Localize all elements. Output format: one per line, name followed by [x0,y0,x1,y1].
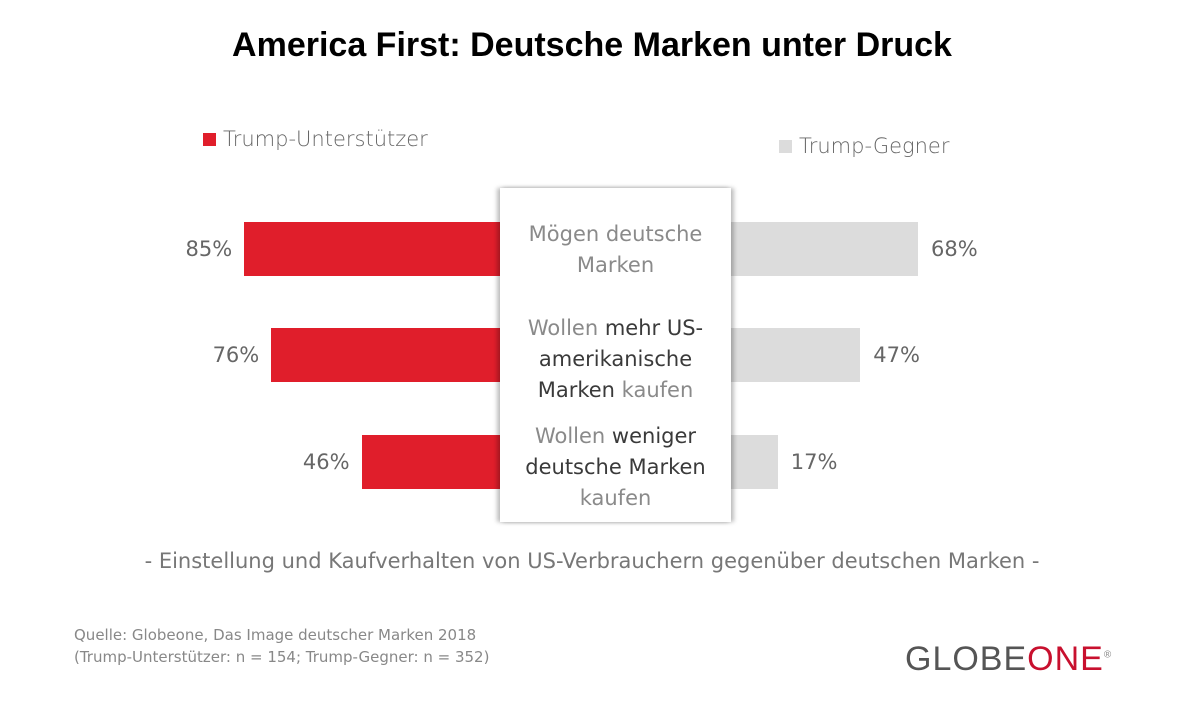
legend-trump-opponents: Trump-Gegner [779,134,949,158]
category-text: Mögen deutsche Marken [528,222,703,277]
globeone-logo: GLOBEONE® [905,640,1113,678]
source-note: Quelle: Globeone, Das Image deutscher Ma… [74,624,489,668]
legend-trump-supporters: Trump-Unterstützer [203,127,428,151]
category-text: Wollen [534,424,612,448]
category-text: mehr US-amerikanische Marken [537,316,704,402]
chart-title: America First: Deutsche Marken unter Dru… [232,26,952,64]
category-label-2: Wollen mehr US-amerikanische Marken kauf… [500,313,731,406]
category-text: Wollen [527,316,605,340]
sample-size-line: (Trump-Unterstützer: n = 154; Trump-Gegn… [74,648,490,666]
bar-opponents-2 [731,328,861,382]
category-text: kaufen [614,378,694,402]
source-line: Quelle: Globeone, Das Image deutscher Ma… [74,626,477,644]
category-text: weniger deutsche Marken [525,424,706,479]
bar-supporters-3 [361,435,500,489]
legend-label: Trump-Gegner [799,134,950,158]
chart-subtitle: - Einstellung und Kaufverhalten von US-V… [144,549,1040,573]
category-panel: Mögen deutsche Marken Wollen mehr US-amer… [500,188,731,522]
bar-opponents-1 [731,222,918,276]
data-label: 68% [931,237,978,261]
category-text: kaufen [579,486,652,510]
category-label-3: Wollen weniger deutsche Marken kaufen [500,421,731,514]
bar-opponents-3 [731,435,778,489]
data-label: 85% [185,237,233,261]
category-label-1: Mögen deutsche Marken [500,219,731,281]
bar-supporters-2 [271,328,500,382]
data-label: 76% [212,343,260,367]
legend-swatch-gray [779,139,792,153]
data-label: 47% [873,343,920,367]
legend-label: Trump-Unterstützer [223,127,428,151]
legend-swatch-red [203,132,216,146]
bar-supporters-1 [244,222,500,276]
data-label: 46% [302,450,350,474]
data-label: 17% [790,450,838,474]
